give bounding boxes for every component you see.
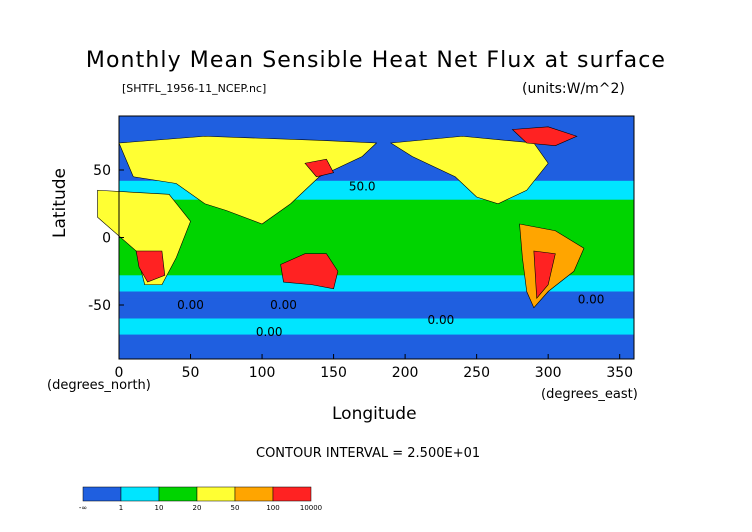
x-axis-label: Longitude [332, 404, 417, 424]
band-southern [119, 298, 634, 319]
contour-label: 0.00 [578, 293, 605, 307]
y-tick-label: -50 [88, 298, 111, 314]
colorbar-swatch [272, 486, 312, 502]
x-tick-label: 50 [182, 365, 200, 381]
eurasia [118, 135, 378, 225]
units-label: (units:W/m^2) [522, 81, 625, 97]
x-tick-label: 250 [463, 365, 490, 381]
south-africa-hot [135, 250, 166, 283]
axis-ticks: 0 50 100 150 200 250 300 350 -50 0 50 [88, 163, 633, 381]
contour-label: 0.00 [270, 298, 297, 312]
colorbar-level-label: 10 [154, 504, 164, 512]
australia [280, 253, 339, 290]
contour-label: 0.00 [177, 298, 204, 312]
colorbar-level-label: 1 [118, 504, 124, 512]
colorbar [82, 486, 312, 502]
colorbar-swatch [158, 486, 198, 502]
africa [97, 189, 191, 286]
contour-label: 0.00 [256, 325, 283, 339]
colorbar-swatch [82, 486, 122, 502]
colorbar-level-label: 50 [230, 504, 240, 512]
x-units-label: (degrees_east) [541, 387, 638, 402]
colorbar-level-label: 10000 [299, 504, 323, 512]
colorbar-level-label: 20 [192, 504, 202, 512]
contour-label: 50.0 [349, 179, 376, 193]
y-tick-label: 50 [93, 163, 111, 179]
contour-interval-label: CONTOUR INTERVAL = 2.500E+01 [256, 446, 481, 461]
x-tick-label: 150 [320, 365, 347, 381]
contour-label: 0.00 [428, 313, 455, 327]
colorbar-level-label: -∞ [78, 504, 88, 512]
x-tick-label: 200 [392, 365, 419, 381]
x-tick-label: 100 [249, 365, 276, 381]
y-units-label: (degrees_north) [47, 378, 151, 393]
x-tick-label: 0 [115, 365, 124, 381]
colorbar-swatch [120, 486, 160, 502]
antarctica [119, 334, 634, 359]
band-southern-cyan [119, 318, 634, 335]
land-warm-regions [97, 126, 634, 359]
north-america [389, 135, 549, 205]
y-tick-label: 0 [102, 231, 111, 247]
colorbar-swatch [196, 486, 236, 502]
colorbar-swatch [234, 486, 274, 502]
y-axis-label: Latitude [50, 168, 70, 238]
east-asia-hot [304, 158, 335, 178]
dataset-label: [SHTFL_1956-11_NCEP.nc] [122, 82, 267, 95]
chart-title: Monthly Mean Sensible Heat Net Flux at s… [85, 48, 667, 73]
colorbar-level-label: 100 [266, 504, 280, 512]
contour-labels: 50.0 0.00 0.00 0.00 0.00 0.00 [177, 179, 604, 339]
x-tick-label: 350 [606, 365, 633, 381]
x-tick-label: 300 [535, 365, 562, 381]
south-america-hot [533, 250, 556, 300]
arctic-hot [511, 126, 578, 147]
